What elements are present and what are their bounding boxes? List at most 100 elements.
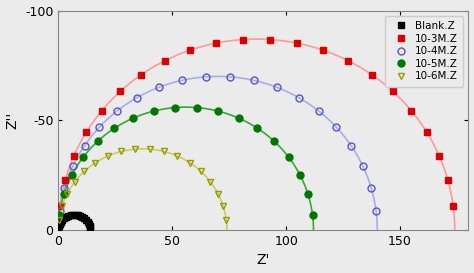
10-3M.Z xyxy=(139,73,145,76)
10-4M.Z xyxy=(179,79,184,82)
10-4M.Z xyxy=(156,86,162,89)
10-5M.Z xyxy=(172,106,178,109)
10-5M.Z xyxy=(56,213,62,216)
Blank.Z xyxy=(82,216,87,220)
10-4M.Z xyxy=(373,209,379,212)
Blank.Z xyxy=(64,215,69,218)
10-3M.Z xyxy=(294,41,300,45)
10-4M.Z xyxy=(134,96,140,99)
Blank.Z xyxy=(68,213,73,217)
10-3M.Z xyxy=(369,73,374,76)
10-4M.Z xyxy=(82,144,87,147)
10-4M.Z xyxy=(274,86,280,89)
10-6M.Z xyxy=(223,218,229,221)
10-4M.Z xyxy=(296,96,301,99)
Legend: Blank.Z, 10-3M.Z, 10-4M.Z, 10-5M.Z, 10-6M.Z: Blank.Z, 10-3M.Z, 10-4M.Z, 10-5M.Z, 10-6… xyxy=(385,16,463,87)
Line: Blank.Z: Blank.Z xyxy=(56,212,93,231)
10-5M.Z xyxy=(194,106,200,109)
10-5M.Z xyxy=(286,155,292,159)
10-6M.Z xyxy=(208,180,213,183)
10-4M.Z xyxy=(203,75,209,78)
10-4M.Z xyxy=(114,109,120,113)
10-5M.Z xyxy=(69,173,75,176)
10-3M.Z xyxy=(445,179,451,182)
Blank.Z xyxy=(83,218,89,221)
10-5M.Z xyxy=(95,140,100,143)
10-3M.Z xyxy=(240,38,246,41)
10-3M.Z xyxy=(118,90,123,93)
10-6M.Z xyxy=(215,192,221,195)
Line: 10-5M.Z: 10-5M.Z xyxy=(56,104,316,218)
10-6M.Z xyxy=(220,205,226,208)
10-6M.Z xyxy=(56,218,62,221)
10-3M.Z xyxy=(408,109,414,112)
10-4M.Z xyxy=(227,75,233,78)
Blank.Z xyxy=(86,222,91,225)
10-3M.Z xyxy=(424,130,429,134)
Blank.Z xyxy=(60,218,65,221)
10-3M.Z xyxy=(57,204,63,208)
10-6M.Z xyxy=(72,180,78,183)
Blank.Z xyxy=(75,213,81,217)
10-5M.Z xyxy=(236,116,241,120)
10-4M.Z xyxy=(70,164,76,168)
10-3M.Z xyxy=(436,154,442,157)
10-3M.Z xyxy=(346,59,351,63)
10-6M.Z xyxy=(118,150,124,153)
10-6M.Z xyxy=(92,161,98,164)
10-3M.Z xyxy=(450,204,456,208)
10-4M.Z xyxy=(62,186,67,189)
10-6M.Z xyxy=(59,205,65,208)
10-3M.Z xyxy=(63,179,68,182)
10-3M.Z xyxy=(83,130,89,134)
Blank.Z xyxy=(85,220,91,223)
10-4M.Z xyxy=(360,164,365,168)
Line: 10-3M.Z: 10-3M.Z xyxy=(56,36,456,210)
X-axis label: Z': Z' xyxy=(257,253,270,268)
10-5M.Z xyxy=(130,116,136,120)
10-6M.Z xyxy=(82,170,87,173)
10-3M.Z xyxy=(320,49,326,52)
Blank.Z xyxy=(57,222,63,225)
10-6M.Z xyxy=(161,150,167,153)
10-3M.Z xyxy=(99,109,105,112)
10-3M.Z xyxy=(71,154,77,157)
10-4M.Z xyxy=(333,126,339,129)
10-6M.Z xyxy=(133,147,138,151)
10-5M.Z xyxy=(305,192,311,196)
10-3M.Z xyxy=(213,41,219,45)
10-6M.Z xyxy=(198,170,204,173)
Blank.Z xyxy=(73,213,78,216)
10-5M.Z xyxy=(111,127,117,130)
10-5M.Z xyxy=(297,173,303,176)
10-5M.Z xyxy=(151,109,156,113)
10-5M.Z xyxy=(61,192,67,196)
Blank.Z xyxy=(87,224,92,227)
Blank.Z xyxy=(77,214,83,217)
Blank.Z xyxy=(80,215,85,218)
10-6M.Z xyxy=(174,155,180,158)
10-3M.Z xyxy=(390,90,395,93)
10-6M.Z xyxy=(105,155,111,158)
10-4M.Z xyxy=(57,209,63,212)
10-5M.Z xyxy=(215,109,221,113)
10-5M.Z xyxy=(272,140,277,143)
Y-axis label: Z'': Z'' xyxy=(6,112,19,129)
10-3M.Z xyxy=(267,38,273,41)
Blank.Z xyxy=(56,224,62,227)
10-6M.Z xyxy=(147,147,153,151)
10-6M.Z xyxy=(64,192,70,195)
Blank.Z xyxy=(70,213,76,216)
10-4M.Z xyxy=(348,144,354,147)
10-6M.Z xyxy=(187,161,193,164)
Blank.Z xyxy=(87,227,93,230)
Blank.Z xyxy=(58,220,64,223)
10-3M.Z xyxy=(162,59,168,63)
Line: 10-4M.Z: 10-4M.Z xyxy=(56,73,380,214)
10-5M.Z xyxy=(255,127,260,130)
10-3M.Z xyxy=(187,49,192,52)
10-4M.Z xyxy=(251,79,257,82)
10-4M.Z xyxy=(97,126,102,129)
Line: 10-6M.Z: 10-6M.Z xyxy=(55,146,230,223)
10-4M.Z xyxy=(368,186,374,189)
